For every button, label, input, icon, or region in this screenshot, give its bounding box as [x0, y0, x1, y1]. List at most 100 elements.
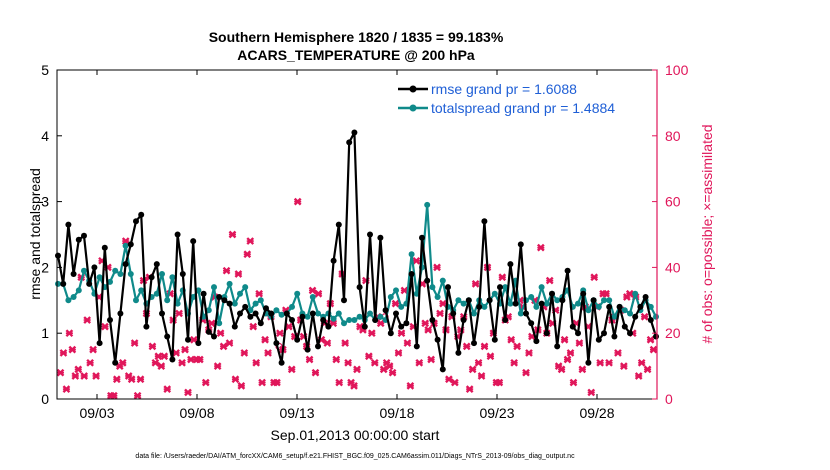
obs-assimilated-marker	[625, 289, 634, 298]
rmse-point	[393, 310, 399, 317]
x-tick-label: 09/03	[79, 405, 114, 421]
rmse-point	[252, 310, 259, 317]
obs-assimilated-marker	[477, 372, 486, 380]
rmse-point	[450, 310, 457, 317]
x-tick-label: 09/13	[279, 405, 314, 421]
rmse-point	[408, 271, 415, 277]
obs-assimilated-marker	[451, 378, 459, 387]
rmse-point	[403, 320, 410, 327]
rmse-point	[549, 290, 555, 297]
obs-assimilated-marker	[415, 358, 424, 367]
obs-assimilated-marker	[127, 375, 136, 384]
rmse-point	[595, 336, 602, 343]
obs-assimilated-marker	[62, 385, 71, 393]
y2-tick-label: 20	[665, 325, 681, 341]
spread-point	[169, 274, 176, 281]
y2-tick-label: 100	[665, 62, 689, 78]
spread-point	[190, 294, 197, 300]
obs-assimilated-marker	[480, 342, 489, 351]
rmse-point	[148, 274, 155, 281]
rmse-point	[356, 284, 363, 291]
obs-assimilated-marker	[207, 319, 216, 328]
rmse-point	[554, 343, 561, 350]
legend-spread-label: totalspread grand pr = 1.4884	[431, 100, 615, 116]
rmse-point	[455, 349, 462, 356]
rmse-point	[642, 294, 649, 300]
rmse-point	[429, 317, 436, 323]
spread-point	[621, 307, 628, 314]
obs-assimilated-marker	[175, 309, 183, 318]
x-tick-label: 09/08	[179, 405, 214, 421]
obs-assimilated-marker	[367, 329, 376, 338]
spread-point	[242, 284, 249, 291]
rmse-point	[60, 280, 67, 287]
spread-point	[211, 284, 217, 291]
obs-assimilated-marker	[329, 319, 338, 328]
rmse-point	[533, 338, 540, 345]
obs-assimilated-marker	[246, 237, 255, 245]
obs-assimilated-marker	[112, 375, 121, 384]
rmse-point	[382, 307, 389, 314]
rmse-point	[517, 241, 524, 248]
obs-assimilated-marker	[379, 365, 388, 374]
spread-point	[237, 290, 243, 297]
rmse-line	[56, 131, 658, 371]
spread-point	[315, 310, 321, 317]
y-tick-label: 5	[41, 62, 49, 78]
legend-rmse-marker	[409, 85, 417, 93]
obs-assimilated-marker	[525, 349, 533, 357]
obs-assimilated-marker	[228, 230, 237, 239]
obs-assimilated-marker	[421, 319, 430, 328]
spread-point	[575, 300, 581, 307]
spread-point	[273, 307, 280, 314]
y2-tick-label: 40	[665, 259, 681, 275]
legend-box	[394, 77, 652, 119]
legend: rmse grand pr = 1.6088 totalspread grand…	[394, 77, 652, 119]
obs-assimilated-marker	[474, 358, 483, 367]
spread-point	[195, 287, 202, 294]
obs-assimilated-marker	[195, 355, 204, 364]
rmse-point	[419, 234, 425, 241]
rmse-point	[127, 241, 134, 248]
obs-assimilated-marker	[365, 352, 373, 361]
rmse-point	[653, 333, 659, 340]
obs-assimilated-marker	[222, 266, 231, 275]
spread-point	[278, 311, 285, 318]
spread-point	[632, 290, 639, 297]
obs-assimilated-marker	[59, 349, 68, 357]
obs-assimilated-marker	[335, 378, 344, 387]
obs-assimilated-marker	[83, 316, 92, 324]
spread-point	[538, 284, 545, 291]
obs-assimilated-marker	[391, 299, 400, 308]
rmse-point	[294, 336, 301, 343]
obs-assimilated-marker	[240, 349, 249, 357]
obs-assimilated-marker	[397, 329, 406, 338]
spread-point	[408, 251, 415, 258]
chart-title: Southern Hemisphere 1820 / 1835 = 99.183…	[209, 29, 504, 45]
obs-assimilated-marker	[68, 345, 77, 354]
spread-point	[309, 294, 316, 300]
spread-point	[112, 267, 119, 274]
rmse-point	[278, 359, 285, 366]
rmse-point	[200, 290, 207, 297]
obs-assimilated-marker	[634, 372, 643, 380]
rmse-point	[304, 346, 311, 353]
spread-point	[424, 201, 431, 208]
obs-assimilated-marker	[643, 365, 652, 374]
obs-assimilated-marker	[92, 372, 100, 380]
spread-point	[517, 310, 524, 317]
obs-assimilated-marker	[560, 335, 569, 344]
obs-assimilated-marker	[344, 358, 352, 367]
rmse-point	[523, 310, 529, 317]
obs-assimilated-marker	[219, 342, 228, 351]
rmse-point	[585, 359, 592, 366]
rmse-point	[424, 277, 431, 284]
rmse-series	[55, 129, 659, 373]
rmse-point	[169, 356, 176, 363]
obs-assimilated-marker	[118, 358, 127, 367]
rmse-point	[580, 290, 587, 297]
rmse-point	[299, 313, 306, 320]
y-tick-label: 1	[41, 325, 49, 341]
spread-point	[429, 284, 436, 291]
spread-point	[346, 317, 353, 323]
